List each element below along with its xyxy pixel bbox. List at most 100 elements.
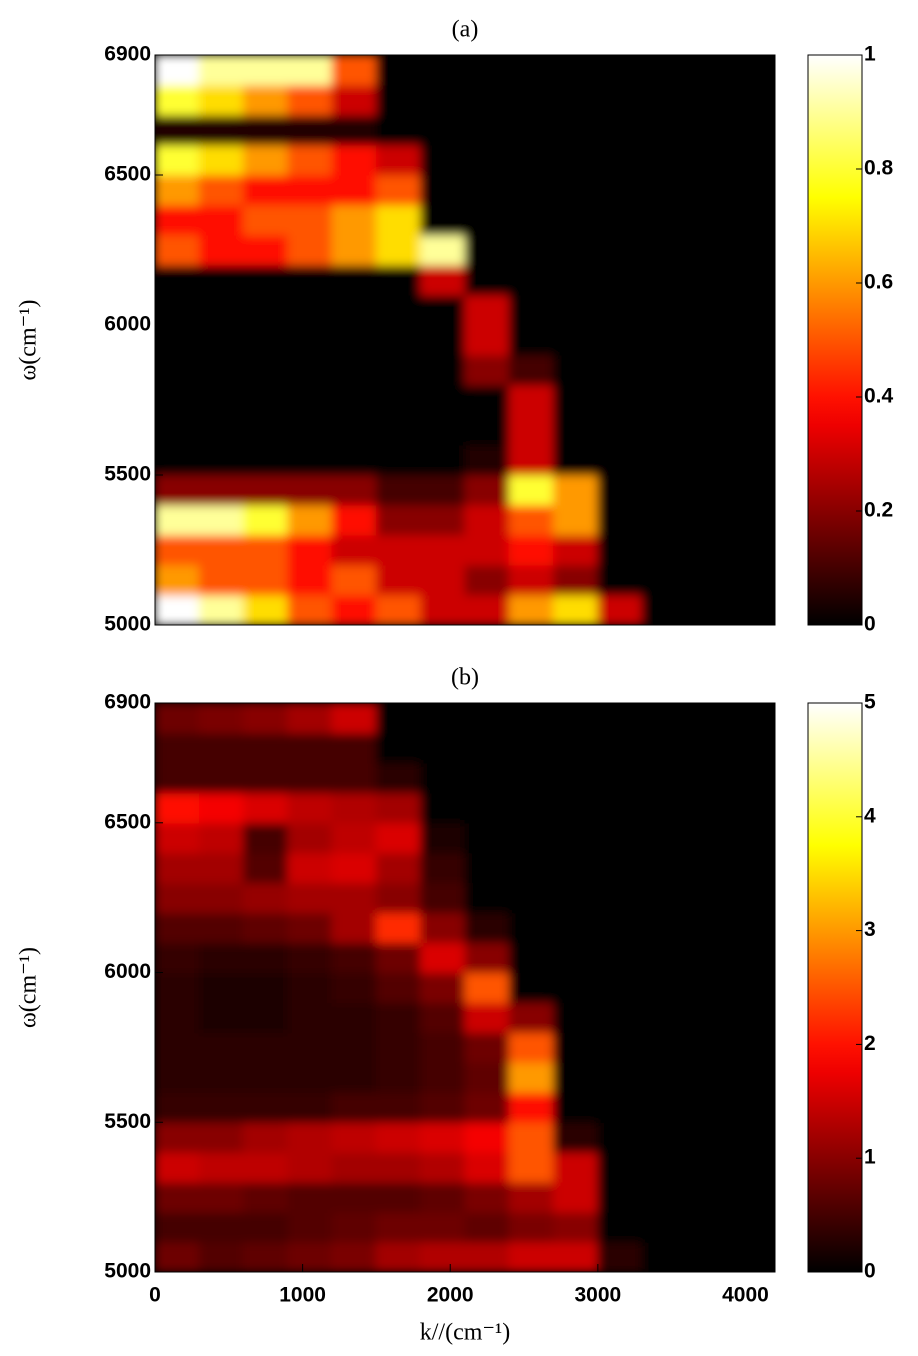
heatmap-cell: [375, 504, 422, 536]
heatmap-cell: [553, 1091, 599, 1123]
y-tick-label: 6900: [104, 691, 151, 714]
heatmap-cell: [553, 234, 599, 266]
heatmap-cell: [331, 414, 377, 446]
heatmap-cell: [464, 414, 510, 446]
heatmap-cell: [597, 1031, 643, 1063]
heatmap-cell: [198, 1031, 245, 1063]
heatmap-cell: [553, 1121, 599, 1153]
heatmap-cell: [597, 1151, 643, 1183]
heatmap-cell: [641, 942, 687, 974]
heatmap-cell: [730, 354, 775, 386]
heatmap-cell: [287, 822, 333, 854]
heatmap-cell: [331, 264, 377, 296]
heatmap-cell: [508, 84, 555, 116]
heatmap-cell: [375, 1241, 422, 1272]
y-tick-label: 6500: [104, 810, 151, 833]
heatmap-cell: [553, 732, 599, 764]
heatmap-cell: [464, 294, 510, 326]
heatmap-cell: [287, 564, 333, 596]
heatmap-cell: [641, 384, 687, 416]
heatmap-cell: [641, 762, 687, 794]
heatmap-cell: [508, 1001, 555, 1033]
heatmap-cell: [155, 942, 200, 974]
heatmap-cell: [375, 1061, 422, 1093]
heatmap-cell: [508, 384, 555, 416]
heatmap-cell: [685, 1091, 732, 1123]
heatmap-cell: [331, 384, 377, 416]
heatmap-cell: [508, 732, 555, 764]
heatmap-cell: [685, 55, 732, 86]
heatmap-cell: [375, 732, 422, 764]
heatmap-cell: [287, 504, 333, 536]
heatmap-cell: [464, 1211, 510, 1243]
heatmap-cell: [375, 1181, 422, 1213]
heatmap-cell: [155, 564, 200, 596]
heatmap-cell: [508, 1091, 555, 1123]
heatmap-cell: [375, 942, 422, 974]
heatmap-cell: [420, 354, 466, 386]
colorbar: [807, 702, 863, 1273]
heatmap-cell: [420, 204, 466, 236]
heatmap-cell: [331, 732, 377, 764]
heatmap-cell: [331, 703, 377, 734]
heatmap-cell: [243, 504, 289, 536]
heatmap-cell: [243, 234, 289, 266]
heatmap-cell: [641, 174, 687, 206]
heatmap-cell: [464, 1061, 510, 1093]
heatmap-cell: [597, 792, 643, 824]
heatmap-cell: [331, 564, 377, 596]
heatmap-cell: [420, 1241, 466, 1272]
heatmap-cell: [553, 444, 599, 476]
heatmap-cell: [420, 1211, 466, 1243]
heatmap-cell: [155, 534, 200, 566]
heatmap-cell: [553, 534, 599, 566]
heatmap-cell: [375, 55, 422, 86]
heatmap-cell: [597, 972, 643, 1003]
heatmap-cell: [420, 1031, 466, 1063]
heatmap-cell: [464, 474, 510, 506]
heatmap-cell: [198, 1151, 245, 1183]
heatmap-cell: [730, 703, 775, 734]
heatmap-cell: [155, 55, 200, 86]
heatmap-cell: [420, 264, 466, 296]
heatmap-cell: [420, 732, 466, 764]
heatmap-cell: [331, 594, 377, 625]
heatmap-cell: [375, 912, 422, 944]
heatmap-cell: [198, 822, 245, 854]
heatmap-cell: [685, 822, 732, 854]
heatmap-cell: [464, 354, 510, 386]
heatmap-cell: [287, 444, 333, 476]
heatmap-cell: [597, 414, 643, 446]
heatmap-cell: [198, 594, 245, 625]
heatmap-cell: [641, 882, 687, 914]
heatmap-cell: [641, 414, 687, 446]
heatmap-cell: [508, 972, 555, 1003]
heatmap-cell: [155, 882, 200, 914]
heatmap-cell: [420, 1181, 466, 1213]
heatmap-cell: [553, 882, 599, 914]
x-tick-label: 2000: [427, 1284, 474, 1307]
heatmap-cell: [641, 1181, 687, 1213]
heatmap-cell: [508, 264, 555, 296]
heatmap-cell: [730, 822, 775, 854]
heatmap-cell: [287, 972, 333, 1003]
heatmap-cell: [243, 732, 289, 764]
heatmap-cell: [641, 792, 687, 824]
heatmap-cell: [331, 1001, 377, 1033]
heatmap-cell: [420, 912, 466, 944]
heatmap-cell: [287, 234, 333, 266]
heatmap-cell: [198, 762, 245, 794]
heatmap-cell: [597, 1091, 643, 1123]
heatmap-cell: [420, 1091, 466, 1123]
y-tick-label: 6500: [104, 163, 151, 186]
heatmap-cell: [331, 1091, 377, 1123]
heatmap-cell: [331, 942, 377, 974]
heatmap-cell: [198, 534, 245, 566]
heatmap-cell: [464, 384, 510, 416]
heatmap-cell: [155, 972, 200, 1003]
heatmap-cell: [331, 972, 377, 1003]
heatmap-cell: [641, 324, 687, 356]
heatmap-cell: [553, 1031, 599, 1063]
heatmap-cell: [375, 294, 422, 326]
heatmap-cell: [641, 354, 687, 386]
